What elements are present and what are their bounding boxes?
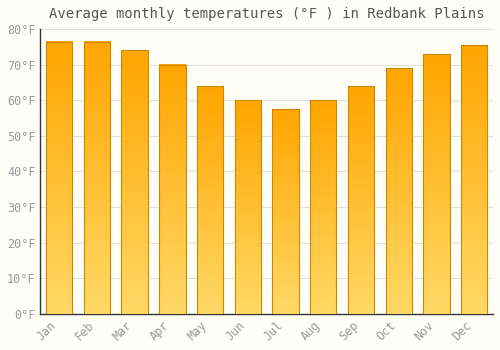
Bar (272, 109, 299, 314)
Bar (234, 100, 261, 314)
Bar (461, 45, 487, 314)
Bar (84, 42, 110, 314)
Bar (159, 65, 186, 314)
Bar (310, 100, 336, 314)
Bar (424, 54, 450, 314)
Bar (46, 42, 72, 314)
Bar (348, 86, 374, 314)
Title: Average monthly temperatures (°F ) in Redbank Plains: Average monthly temperatures (°F ) in Re… (49, 7, 484, 21)
Bar (122, 50, 148, 314)
Bar (197, 86, 224, 314)
Bar (386, 68, 412, 314)
